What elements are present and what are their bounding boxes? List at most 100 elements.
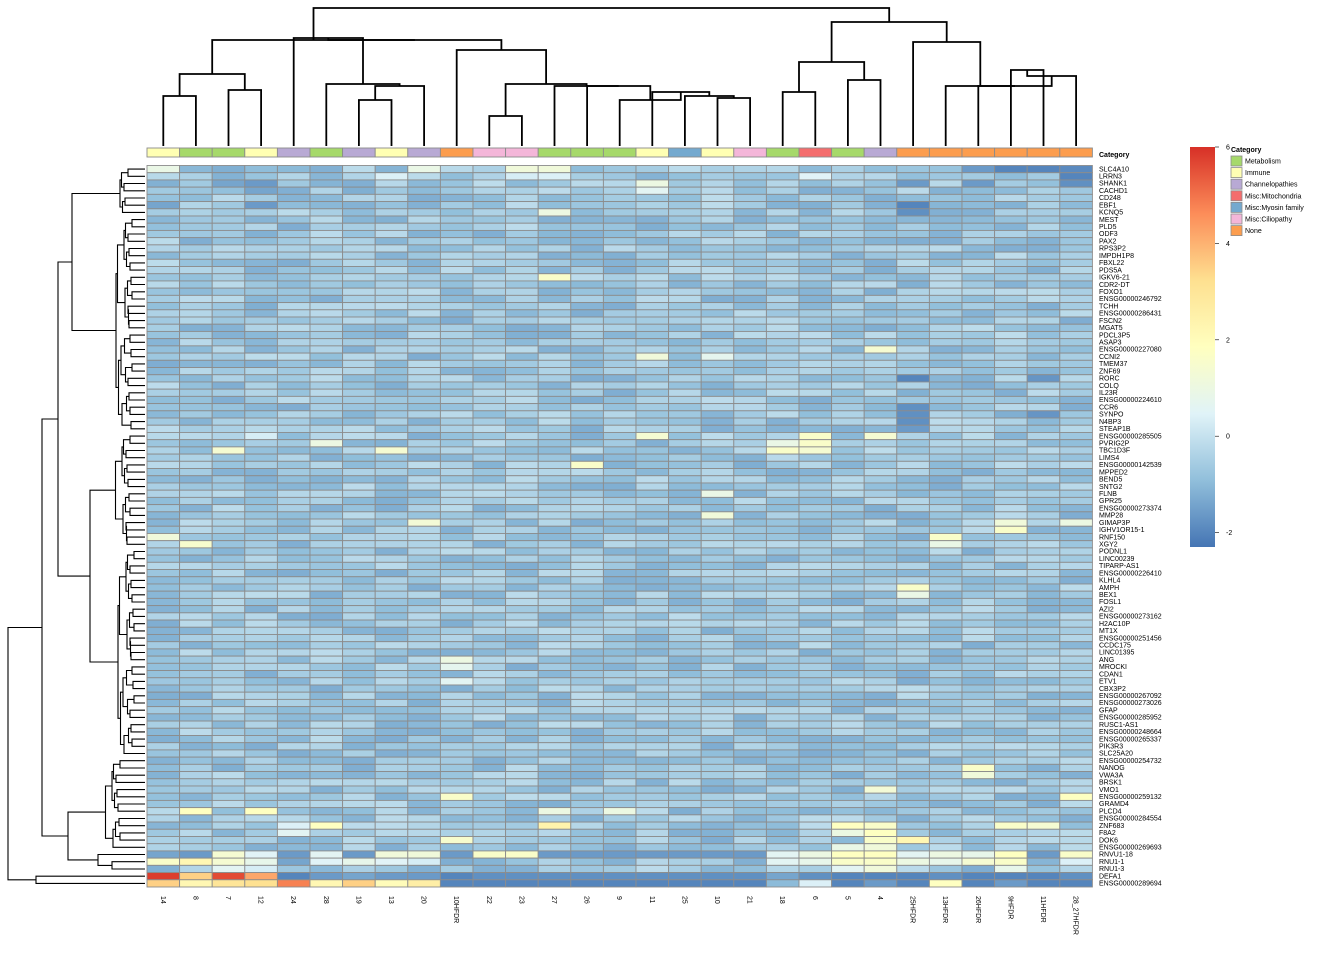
heatmap-cell	[602, 850, 637, 859]
heatmap-cell	[570, 179, 604, 188]
heatmap-cell	[994, 482, 1028, 491]
heatmap-cell	[831, 634, 865, 643]
heatmap-cell	[896, 179, 930, 188]
heatmap-cell	[896, 850, 930, 859]
heatmap-cell	[798, 359, 833, 368]
heatmap-cell	[863, 489, 898, 498]
annotation-cell	[928, 147, 963, 158]
heatmap-cell	[374, 367, 409, 376]
heatmap-cell	[1059, 554, 1093, 563]
column-label: 6	[811, 896, 818, 900]
legend-label: None	[1245, 228, 1262, 235]
heatmap-cell	[407, 287, 441, 296]
heatmap-cell	[374, 482, 409, 491]
heatmap-cell	[276, 836, 311, 845]
heatmap-cell	[928, 807, 963, 816]
heatmap-cell	[374, 864, 409, 874]
heatmap-cell	[1059, 691, 1093, 700]
heatmap-cell	[635, 193, 670, 203]
heatmap-cell	[179, 857, 213, 866]
heatmap-cell	[1059, 533, 1093, 542]
heatmap-cell	[146, 540, 181, 549]
heatmap-cell	[961, 165, 996, 174]
heatmap-cell	[1026, 785, 1061, 794]
heatmap-cell	[831, 612, 865, 621]
column-label: 26	[583, 896, 590, 904]
heatmap-cell	[635, 828, 670, 837]
heatmap-cell	[831, 836, 865, 845]
heatmap-cell	[211, 720, 246, 729]
heatmap-cell	[439, 785, 474, 794]
heatmap-cell	[276, 287, 311, 296]
heatmap-cell	[211, 251, 246, 260]
heatmap-cell	[1026, 165, 1061, 174]
heatmap-cell	[961, 237, 996, 246]
heatmap-cell	[961, 561, 996, 570]
heatmap-cell	[537, 684, 572, 693]
heatmap-cell	[602, 453, 637, 462]
heatmap-cell	[374, 352, 409, 361]
heatmap-cell	[211, 706, 246, 715]
heatmap-cell	[635, 561, 670, 570]
heatmap-cell	[994, 489, 1028, 498]
heatmap-cell	[505, 323, 539, 332]
heatmap-cell	[831, 229, 865, 239]
heatmap-cell	[765, 597, 800, 607]
heatmap-cell	[374, 857, 409, 866]
heatmap-cell	[668, 165, 702, 174]
heatmap-cell	[342, 359, 376, 368]
heatmap-cell	[994, 576, 1028, 585]
heatmap-cell	[700, 504, 735, 513]
heatmap-cell	[537, 280, 572, 289]
heatmap-cell	[1026, 453, 1061, 462]
heatmap-cell	[211, 821, 246, 830]
heatmap-cell	[537, 424, 572, 433]
heatmap-cell	[668, 641, 702, 650]
heatmap-cell	[928, 359, 963, 368]
heatmap-cell	[700, 540, 735, 549]
heatmap-cell	[407, 727, 441, 736]
heatmap-cell	[309, 641, 344, 650]
heatmap-cell	[276, 771, 311, 780]
heatmap-cell	[537, 612, 572, 621]
heatmap-cell	[733, 727, 767, 736]
heatmap-cell	[863, 590, 898, 599]
dendrogram-link	[124, 366, 132, 383]
heatmap-cell	[863, 735, 898, 744]
heatmap-cell	[570, 359, 604, 368]
dendrogram-link	[117, 803, 145, 812]
heatmap-cell	[179, 302, 213, 311]
heatmap-cell	[1059, 850, 1093, 859]
heatmap-cell	[309, 468, 344, 477]
heatmap-cell	[896, 496, 930, 506]
row-labels: SLC4A10LRRN3SHANK1CACHD1CD248EBF1KCNQ5ME…	[1099, 166, 1162, 887]
heatmap-cell	[505, 763, 539, 773]
heatmap-cell	[537, 193, 572, 203]
heatmap-cell	[602, 208, 637, 217]
heatmap-cell	[635, 309, 670, 318]
heatmap-cell	[179, 273, 213, 282]
heatmap-cell	[570, 561, 604, 570]
heatmap-cell	[831, 771, 865, 780]
column-label: 19	[354, 896, 361, 904]
heatmap-cell	[994, 410, 1028, 419]
heatmap-cell	[374, 597, 409, 607]
heatmap-cell	[146, 193, 181, 203]
heatmap-cell	[1059, 222, 1093, 231]
row-label: FOXO1	[1099, 289, 1123, 296]
heatmap-cell	[602, 778, 637, 787]
heatmap-cell	[244, 504, 278, 513]
heatmap-cell	[211, 684, 246, 693]
heatmap-cell	[505, 475, 539, 484]
heatmap-cell	[276, 468, 311, 477]
heatmap-cell	[211, 850, 246, 859]
heatmap-cell	[863, 258, 898, 267]
heatmap-cell	[700, 612, 735, 621]
column-label: 22	[485, 896, 492, 904]
heatmap-cell	[635, 533, 670, 542]
heatmap-cell	[994, 698, 1028, 708]
heatmap-cell	[309, 814, 344, 823]
heatmap-cell	[635, 836, 670, 845]
heatmap-cell	[863, 208, 898, 217]
heatmap-cell	[602, 287, 637, 296]
